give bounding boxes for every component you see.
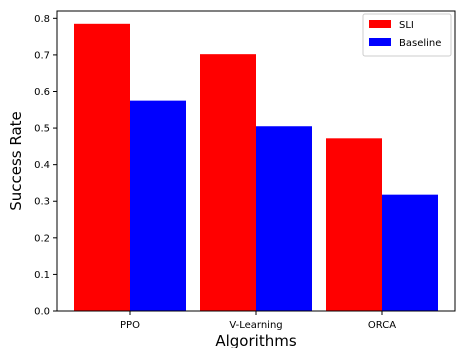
y-tick-label: 0.7 (34, 50, 50, 61)
legend-swatch-sli (369, 20, 391, 28)
x-axis-label: Algorithms (215, 332, 296, 348)
y-axis-ticks: 0.0 0.1 0.2 0.3 0.4 0.5 0.6 0.7 0.8 (34, 14, 57, 318)
x-tick-label: V-Learning (229, 320, 282, 331)
y-tick-label: 0.1 (34, 270, 50, 281)
y-tick-label: 0.8 (34, 14, 50, 25)
bar-baseline-orca (382, 194, 438, 311)
bars-group (74, 23, 438, 312)
bar-sli-ppo (74, 23, 130, 312)
x-axis-ticks: PPO V-Learning ORCA (120, 311, 396, 331)
y-axis-label: Success Rate (7, 111, 25, 211)
y-tick-label: 0.5 (34, 124, 50, 135)
y-tick-label: 0.6 (34, 87, 50, 98)
legend-swatch-baseline (369, 38, 391, 46)
bar-sli-v-learning (200, 54, 256, 312)
x-tick-label: ORCA (368, 320, 396, 331)
legend-label-baseline: Baseline (399, 38, 441, 49)
y-tick-label: 0.3 (34, 197, 50, 208)
legend-label-sli: SLI (399, 20, 414, 31)
legend: SLI Baseline (362, 13, 452, 57)
bar-sli-orca (326, 138, 382, 311)
bar-baseline-ppo (130, 100, 186, 311)
x-tick-label: PPO (120, 320, 140, 331)
plot-frame (56, 10, 456, 312)
y-tick-label: 0.0 (34, 307, 50, 318)
y-tick-label: 0.4 (34, 160, 50, 171)
y-tick-label: 0.2 (34, 233, 50, 244)
bar-baseline-v-learning (256, 126, 312, 312)
